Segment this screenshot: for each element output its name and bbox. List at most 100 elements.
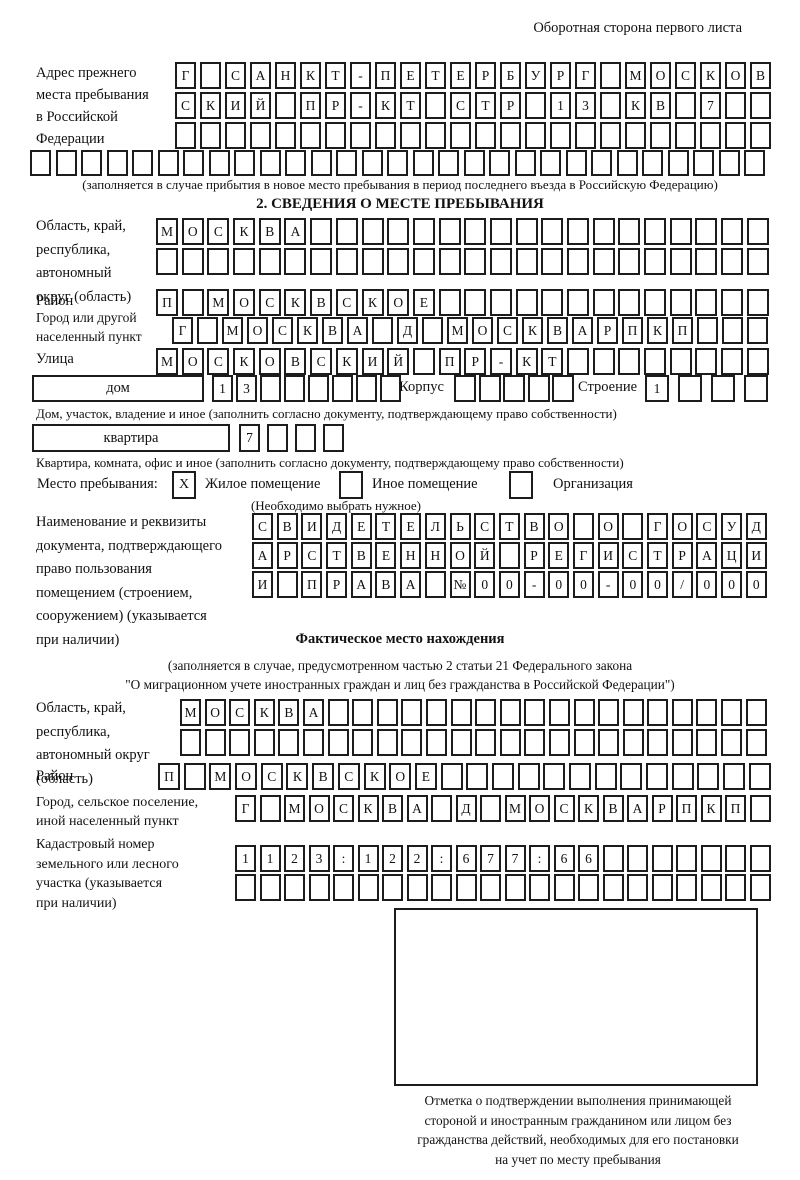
char-cell[interactable] [438,248,461,275]
char-cell[interactable] [400,122,421,149]
char-cell[interactable] [744,375,768,402]
char-cell[interactable] [618,348,641,375]
char-cell[interactable]: 0 [548,571,570,598]
char-cell[interactable]: Е [350,513,372,540]
char-cell[interactable] [548,699,570,726]
char-cell[interactable]: : [333,845,354,872]
char-cell[interactable] [225,122,246,149]
char-cell[interactable] [750,92,771,119]
char-cell[interactable] [567,289,589,316]
char-cell[interactable] [567,218,589,245]
char-cell[interactable]: О [181,348,204,375]
char-cell[interactable]: П [156,289,178,316]
char-cell[interactable]: С [675,62,696,89]
char-cell[interactable]: К [284,289,307,316]
char-cell[interactable] [332,375,353,402]
char-cell[interactable]: М [222,317,243,344]
char-cell[interactable]: К [335,348,358,375]
char-cell[interactable] [412,248,435,275]
char-cell[interactable]: 2 [284,845,305,872]
char-cell[interactable] [693,150,714,176]
char-cell[interactable]: 1 [259,845,281,872]
char-cell[interactable]: О [204,699,226,726]
char-cell[interactable] [323,424,344,452]
char-cell[interactable] [181,248,204,275]
char-cell[interactable]: И [361,348,384,375]
char-cell[interactable] [550,122,571,149]
char-cell[interactable]: В [650,92,671,119]
char-cell[interactable]: М [447,317,468,344]
char-cell[interactable]: Т [647,542,668,569]
char-cell[interactable]: С [696,513,718,540]
char-cell[interactable] [602,874,624,901]
char-cell[interactable] [695,348,718,375]
char-cell[interactable]: С [175,92,196,119]
char-cell[interactable] [567,348,589,375]
char-cell[interactable] [475,122,496,149]
char-cell[interactable]: 6 [553,845,575,872]
char-cell[interactable]: Б [500,62,521,89]
char-cell[interactable]: У [525,62,546,89]
char-cell[interactable]: - [597,571,619,598]
char-cell[interactable] [308,375,329,402]
char-cell[interactable]: 0 [474,571,496,598]
char-cell[interactable] [464,218,487,245]
char-cell[interactable]: К [625,92,646,119]
char-cell[interactable] [106,150,128,176]
char-cell[interactable]: Т [375,513,397,540]
char-cell[interactable] [749,874,771,901]
char-cell[interactable] [592,348,615,375]
char-cell[interactable]: П [301,571,323,598]
char-cell[interactable]: К [700,62,721,89]
char-cell[interactable] [517,763,540,790]
char-cell[interactable]: С [622,542,644,569]
char-cell[interactable]: 1 [357,845,379,872]
char-cell[interactable]: Г [172,317,193,344]
char-cell[interactable]: М [209,763,232,790]
char-cell[interactable] [618,218,641,245]
char-cell[interactable] [525,92,546,119]
char-cell[interactable] [310,150,332,176]
char-cell[interactable]: Д [326,513,348,540]
char-cell[interactable]: - [489,348,512,375]
char-cell[interactable]: О [247,317,268,344]
char-cell[interactable]: О [597,513,619,540]
char-cell[interactable]: О [725,62,746,89]
char-cell[interactable]: 7 [239,424,260,452]
char-cell[interactable] [669,348,692,375]
char-cell[interactable]: К [357,795,379,822]
char-cell[interactable]: О [671,513,693,540]
char-cell[interactable] [667,150,689,176]
char-cell[interactable]: К [286,763,309,790]
char-cell[interactable] [382,874,403,901]
char-cell[interactable] [375,122,396,149]
char-cell[interactable]: С [337,763,360,790]
char-cell[interactable] [592,218,615,245]
char-cell[interactable]: В [322,317,343,344]
char-cell[interactable] [671,763,694,790]
char-cell[interactable] [622,729,644,756]
char-cell[interactable]: Р [325,92,346,119]
char-cell[interactable] [696,699,718,726]
char-cell[interactable]: К [297,317,318,344]
char-cell[interactable]: К [522,317,543,344]
char-cell[interactable]: Е [400,62,421,89]
char-cell[interactable]: Г [647,513,668,540]
char-cell[interactable]: О [235,763,258,790]
char-cell[interactable]: Г [175,62,196,89]
char-cell[interactable] [412,218,435,245]
char-cell[interactable]: В [284,348,307,375]
char-cell[interactable] [352,729,374,756]
char-cell[interactable]: 3 [308,845,330,872]
char-cell[interactable] [275,92,296,119]
char-cell[interactable] [676,874,697,901]
char-cell[interactable] [529,874,550,901]
char-cell[interactable] [450,699,472,726]
char-cell[interactable]: Т [425,62,446,89]
char-cell[interactable]: А [572,317,593,344]
char-cell[interactable] [498,542,520,569]
char-cell[interactable]: / [671,571,693,598]
char-cell[interactable]: О [650,62,671,89]
char-cell[interactable]: И [225,92,246,119]
char-cell[interactable] [695,289,718,316]
